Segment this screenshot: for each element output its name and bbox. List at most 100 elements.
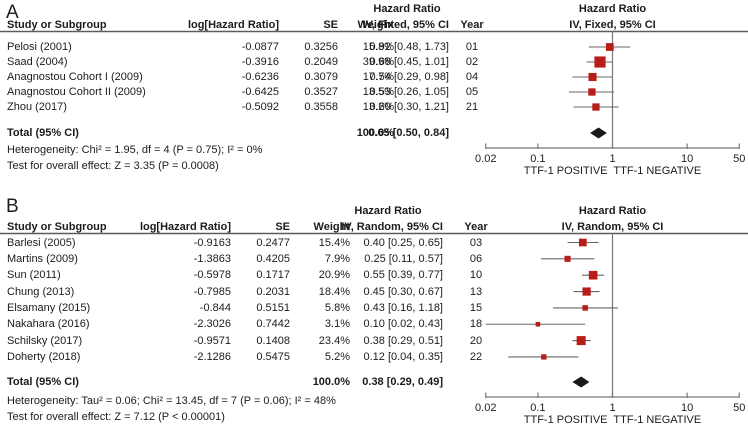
axis-tick-label: 1 xyxy=(609,401,616,414)
year-value: 22 xyxy=(469,350,483,363)
axis-tick-label: 1 xyxy=(609,152,616,165)
study-name: Pelosi (2001) xyxy=(7,41,72,53)
effect-square xyxy=(588,72,597,82)
weight-value: 39.9% xyxy=(362,56,394,68)
effect-estimate: 0.92 [0.48, 1.73] xyxy=(369,41,449,53)
se-value: 0.5475 xyxy=(256,350,290,363)
se-value: 0.7442 xyxy=(256,318,290,331)
loghr-value: -0.5092 xyxy=(241,101,279,113)
col-header-effect: IV, Fixed, 95% CI xyxy=(362,19,449,31)
weight-value: 18.4% xyxy=(318,285,350,298)
effect-square xyxy=(535,321,541,327)
axis-tick-label: 50 xyxy=(733,152,746,165)
col-header-loghr: log[Hazard Ratio] xyxy=(139,221,231,233)
total-effect: 0.65 [0.50, 0.84] xyxy=(368,127,449,139)
se-value: 0.1408 xyxy=(256,334,290,347)
weight-value: 5.8% xyxy=(324,301,350,314)
se-value: 0.3527 xyxy=(304,86,338,98)
effect-square xyxy=(576,336,586,346)
effect-square xyxy=(582,287,591,296)
heterogeneity-text: Heterogeneity: Chi² = 1.95, df = 4 (P = … xyxy=(7,144,263,156)
effect-square xyxy=(541,354,547,360)
col-header-se: SE xyxy=(323,19,338,31)
se-value: 0.3079 xyxy=(304,71,338,83)
effect-estimate: 0.43 [0.16, 1.18] xyxy=(363,301,443,314)
effect-square xyxy=(588,88,596,96)
se-value: 0.1717 xyxy=(256,269,290,282)
summary-diamond xyxy=(572,376,590,388)
loghr-value: -0.5978 xyxy=(193,269,231,282)
study-name: Anagnostou Cohort I (2009) xyxy=(7,71,143,83)
study-name: Martins (2009) xyxy=(7,252,78,265)
weight-value: 3.1% xyxy=(324,318,350,331)
panel-a-label: A xyxy=(6,2,19,23)
study-name: Nakahara (2016) xyxy=(7,318,90,331)
loghr-value: -0.844 xyxy=(199,301,231,314)
year-value: 02 xyxy=(465,56,479,68)
weight-value: 13.5% xyxy=(362,86,394,98)
year-value: 13 xyxy=(469,285,483,298)
axis-tick-label: 10 xyxy=(680,401,694,414)
loghr-value: -0.6236 xyxy=(241,71,279,83)
effect-square xyxy=(582,305,588,311)
year-value: 04 xyxy=(465,71,479,83)
se-value: 0.3558 xyxy=(304,101,338,113)
year-value: 15 xyxy=(469,301,483,314)
study-name: Anagnostou Cohort II (2009) xyxy=(7,86,146,98)
effect-estimate: 0.12 [0.04, 0.35] xyxy=(363,350,443,363)
effect-estimate: 0.54 [0.29, 0.98] xyxy=(369,71,449,83)
panel-b-label: B xyxy=(6,196,19,217)
effect-estimate: 0.38 [0.29, 0.51] xyxy=(363,334,443,347)
axis-tick-label: 50 xyxy=(733,401,746,414)
effect-column-title: Hazard Ratio xyxy=(373,3,441,15)
study-name: Chung (2013) xyxy=(7,285,75,298)
col-header-weight: Weight xyxy=(357,19,394,31)
year-value: 05 xyxy=(465,86,479,98)
study-name: Saad (2004) xyxy=(7,56,68,68)
loghr-value: -0.9163 xyxy=(193,236,231,249)
year-value: 06 xyxy=(469,252,483,265)
plot-title: Hazard Ratio xyxy=(578,205,647,217)
heterogeneity-text: Heterogeneity: Tau² = 0.06; Chi² = 13.45… xyxy=(7,395,336,407)
loghr-value: -0.7985 xyxy=(193,285,231,298)
axis-footer-label: TTF-1 POSITIVE TTF-1 NEGATIVE xyxy=(523,165,702,177)
weight-value: 15.4% xyxy=(318,236,350,249)
effect-estimate: 0.53 [0.26, 1.05] xyxy=(369,86,449,98)
effect-column-title: Hazard Ratio xyxy=(354,205,422,217)
weight-value: 5.2% xyxy=(324,350,350,363)
axis-tick-label: 0.1 xyxy=(530,401,546,414)
effect-square xyxy=(605,43,614,51)
effect-square xyxy=(564,255,571,262)
total-effect: 0.38 [0.29, 0.49] xyxy=(362,376,443,388)
axis-footer-label: TTF-1 POSITIVE TTF-1 NEGATIVE xyxy=(523,414,702,426)
weight-value: 7.9% xyxy=(324,252,350,265)
loghr-value: -2.3026 xyxy=(193,318,231,331)
effect-estimate: 0.68 [0.45, 1.01] xyxy=(369,56,449,68)
weight-value: 13.2% xyxy=(362,101,394,113)
col-header-year: Year xyxy=(460,19,484,31)
total-weight: 100.0% xyxy=(312,376,350,388)
plot-title: Hazard Ratio xyxy=(578,3,647,15)
summary-diamond xyxy=(590,127,607,139)
year-value: 03 xyxy=(469,236,483,249)
weight-value: 15.8% xyxy=(362,41,394,53)
axis-tick-label: 0.02 xyxy=(475,401,497,414)
loghr-value: -0.9571 xyxy=(193,334,231,347)
study-name: Zhou (2017) xyxy=(7,101,67,113)
study-name: Barlesi (2005) xyxy=(7,236,76,249)
effect-estimate: 0.25 [0.11, 0.57] xyxy=(364,252,443,265)
se-value: 0.2049 xyxy=(304,56,338,68)
loghr-value: -0.3916 xyxy=(241,56,279,68)
se-value: 0.4205 xyxy=(256,252,290,265)
loghr-value: -0.0877 xyxy=(241,41,279,53)
plot-effect-header: IV, Fixed, 95% CI xyxy=(569,19,656,31)
col-header-year: Year xyxy=(464,221,488,233)
weight-value: 17.7% xyxy=(362,71,394,83)
se-value: 0.2031 xyxy=(256,285,290,298)
total-label: Total (95% CI) xyxy=(7,127,79,139)
loghr-value: -0.6425 xyxy=(241,86,279,98)
weight-value: 20.9% xyxy=(318,269,350,282)
